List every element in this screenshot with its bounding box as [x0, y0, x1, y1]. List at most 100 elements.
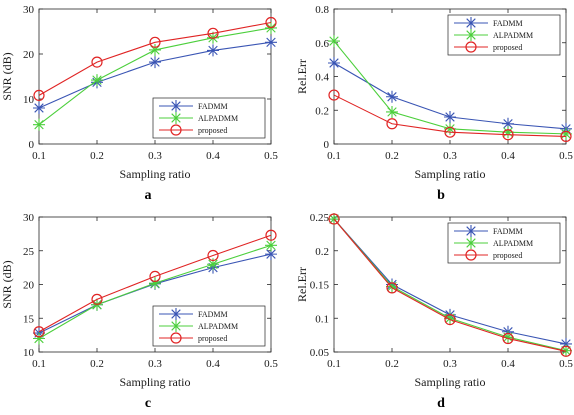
x-tick-label: 0.2 [385, 358, 399, 370]
data-point [33, 326, 45, 338]
legend-entry: FADMM [159, 308, 228, 320]
panel-label: d [437, 396, 445, 411]
y-axis-label: Rel.Err [295, 59, 309, 94]
y-tick-label: 0.15 [310, 280, 330, 292]
data-point [465, 225, 477, 237]
data-point [170, 320, 182, 332]
data-point [560, 344, 572, 357]
data-point [502, 117, 514, 130]
data-point [170, 124, 182, 136]
y-tick-label: 10 [23, 94, 35, 106]
legend-label: ALPADMM [198, 114, 238, 123]
x-axis-label: Sampling ratio [415, 375, 486, 389]
data-point [502, 332, 514, 345]
legend-label: ALPADMM [493, 239, 533, 248]
y-tick-label: 0.25 [310, 212, 330, 224]
y-tick-label: 30 [23, 212, 35, 224]
data-point [560, 127, 572, 140]
data-point [502, 126, 514, 139]
series-line [38, 234, 272, 333]
x-axis-label: Sampling ratio [415, 167, 486, 181]
legend: FADMM ALPADMM proposed [447, 222, 561, 264]
x-tick-label: 0.3 [443, 358, 457, 370]
data-point [444, 126, 456, 138]
x-tick-label: 0.3 [443, 150, 457, 162]
series-proposed [328, 213, 572, 357]
data-point [149, 36, 161, 48]
x-tick-label: 0.1 [327, 358, 341, 370]
panel-label: b [437, 188, 445, 203]
series-proposed [328, 89, 572, 143]
data-point [328, 35, 340, 48]
y-tick-label: 30 [23, 4, 35, 16]
data-point [33, 118, 45, 131]
x-tick-label: 0.4 [206, 150, 220, 162]
y-tick-label: 0 [324, 139, 330, 151]
data-point [465, 29, 477, 41]
data-point [33, 102, 45, 114]
series-line [333, 218, 567, 352]
y-tick-label: 0.05 [310, 347, 330, 359]
panel-label: a [145, 188, 152, 203]
y-tick-label: 20 [23, 280, 35, 292]
y-tick-label: 0.2 [315, 105, 329, 117]
data-point [386, 90, 398, 103]
y-tick-label: 0.1 [315, 313, 329, 325]
data-point [170, 308, 182, 320]
legend-label: FADMM [493, 227, 523, 236]
x-axis-label: Sampling ratio [120, 375, 191, 389]
y-tick-label: 25 [23, 246, 35, 258]
x-tick-label: 0.2 [385, 150, 399, 162]
data-point [265, 16, 277, 29]
data-point [465, 17, 477, 29]
legend-entry: proposed [159, 124, 227, 136]
x-tick-label: 0.1 [32, 150, 46, 162]
x-tick-label: 0.5 [264, 150, 278, 162]
series-alpadmm [328, 213, 572, 357]
y-tick-label: 0.2 [315, 246, 329, 258]
data-point [149, 56, 161, 69]
x-tick-label: 0.5 [559, 150, 573, 162]
x-tick-label: 0.5 [559, 358, 573, 370]
y-tick-label: 0.4 [315, 72, 329, 84]
legend-entry: FADMM [454, 225, 523, 237]
y-axis-label: SNR (dB) [0, 52, 14, 100]
series-alpadmm [328, 35, 572, 140]
panel-label: c [145, 396, 151, 411]
data-point [328, 57, 340, 69]
legend-entry: proposed [454, 41, 522, 53]
legend: FADMM ALPADMM proposed [152, 97, 266, 139]
y-tick-label: 0.6 [315, 38, 329, 50]
data-point [207, 44, 219, 57]
data-point [207, 249, 219, 262]
y-tick-label: 15 [23, 313, 35, 325]
data-point [170, 100, 182, 112]
legend-label: FADMM [198, 310, 228, 319]
legend-label: proposed [493, 251, 522, 260]
legend: FADMM ALPADMM proposed [447, 14, 561, 56]
data-point [149, 277, 161, 290]
data-point [33, 89, 45, 102]
x-tick-label: 0.1 [32, 358, 46, 370]
data-point [560, 345, 572, 357]
data-point [91, 74, 103, 87]
legend-label: proposed [198, 334, 227, 343]
data-point [207, 258, 219, 271]
data-point [265, 248, 277, 261]
y-tick-label: 10 [23, 347, 35, 359]
x-tick-label: 0.4 [206, 358, 220, 370]
legend-entry: ALPADMM [159, 112, 238, 124]
data-point [265, 229, 277, 241]
data-point [33, 332, 45, 345]
data-point [465, 237, 477, 249]
x-tick-label: 0.2 [90, 358, 104, 370]
y-axis-label: SNR (dB) [0, 260, 14, 308]
legend-entry: FADMM [159, 100, 228, 112]
legend-entry: proposed [454, 249, 522, 261]
legend: FADMM ALPADMM proposed [152, 305, 266, 347]
legend-label: ALPADMM [198, 322, 238, 331]
series-proposed [33, 16, 277, 102]
chart-panel-c: 0.1 0.2 0.3 0.4 0.5 10 15 20 25 30 Sampling ratio S… [0, 212, 278, 411]
series-proposed [33, 229, 277, 338]
chart-panel-b: 0.1 0.2 0.3 0.4 0.5 0 0.2 0.4 0.6 0.8 Sampling rat… [295, 4, 573, 203]
